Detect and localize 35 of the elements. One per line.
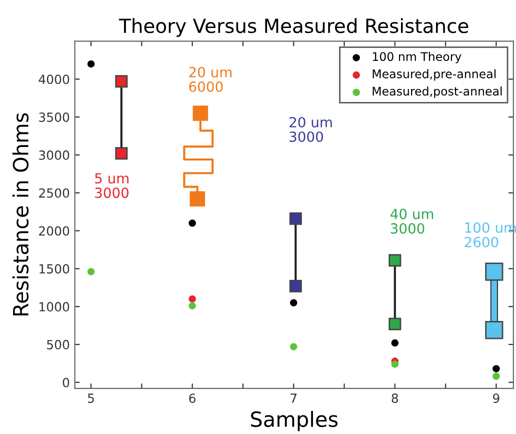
y-tick-label: 500 — [47, 340, 70, 350]
x-tick-label: 8 — [392, 394, 398, 403]
point — [391, 339, 399, 347]
y-tick-label: 1000 — [40, 302, 70, 312]
x-axis-title: Samples — [251, 410, 338, 432]
y-tick-label: 0 — [62, 378, 70, 388]
point — [188, 302, 196, 310]
point — [290, 343, 298, 350]
point — [87, 60, 95, 68]
y-axis-title: Resistance in Ohms — [12, 113, 29, 316]
point — [492, 365, 500, 372]
point — [87, 268, 95, 276]
x-tick-label: 7 — [290, 394, 297, 403]
y-tick-label: 4000 — [38, 74, 70, 84]
point — [492, 372, 500, 380]
legend-label: Measured,pre-anneal — [372, 69, 496, 81]
point — [188, 220, 196, 227]
legend-label: 100 nm Theory — [372, 52, 462, 64]
annotation: 20 um 3000 — [290, 116, 332, 142]
y-tick-label: 3500 — [39, 112, 70, 122]
annotation: 20 um 6000 — [189, 66, 232, 92]
x-tick-label: 6 — [189, 394, 196, 403]
legend-label: Measured,post-anneal — [372, 86, 502, 98]
point — [391, 360, 399, 368]
y-tick-label: 1500 — [40, 264, 70, 274]
y-tick-label: 3000 — [39, 150, 70, 160]
point — [188, 295, 196, 303]
y-tick-label: 2000 — [39, 226, 70, 236]
annotation: 5 um 3000 — [95, 173, 128, 198]
point — [290, 299, 298, 306]
annotation: 40 um 3000 — [390, 208, 434, 234]
chart-title: Theory Versus Measured Resistance — [118, 18, 468, 37]
y-tick-label: 2500 — [39, 188, 70, 198]
x-tick-label: 9 — [493, 394, 500, 403]
x-tick-label: 5 — [88, 394, 94, 403]
